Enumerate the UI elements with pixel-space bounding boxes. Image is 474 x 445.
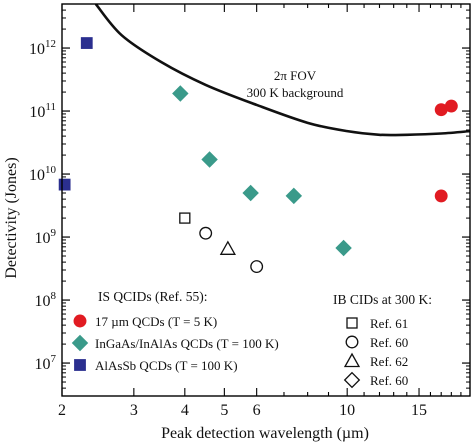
y-tick-label: 1012: [29, 38, 56, 58]
plot-frame: [61, 3, 471, 397]
y-tick-label: 108: [35, 290, 57, 310]
data-point-circle: [199, 226, 213, 240]
legend-marker-diamond: [71, 334, 89, 352]
x-tick-label: 5: [220, 402, 228, 419]
y-tick-label: 107: [35, 353, 57, 373]
legend-marker-square: [346, 317, 358, 329]
y-tick-label: 1010: [29, 164, 57, 184]
x-tick-label: 4: [181, 402, 189, 419]
curve-label-fov: 2π FOV: [274, 68, 317, 83]
data-point-diamond: [172, 85, 189, 102]
background-limit-curve-layer: [94, 4, 470, 137]
x-tick-label: 3: [130, 402, 138, 419]
curve-label-background: 300 K background: [247, 85, 344, 100]
legend-left-title: IS QCIDs (Ref. 55):: [98, 289, 208, 304]
legend-marker-circle: [345, 335, 359, 349]
data-points-layer: [58, 37, 458, 274]
x-tick-label: 6: [253, 402, 261, 419]
data-point-circle: [250, 260, 264, 274]
x-axis-title: Peak detection wavelength (µm): [161, 425, 369, 442]
data-point-diamond: [242, 184, 259, 202]
data-point-triangle: [219, 240, 236, 255]
legend-entry-label: InGaAs/InAlAs QCDs (T = 100 K): [95, 336, 279, 351]
legend-marker-triangle: [343, 352, 361, 368]
data-point-square: [179, 212, 191, 224]
y-tick-labels: 107 108 109 1010 1011 1012: [29, 38, 57, 373]
y-tick-label: 1011: [29, 101, 56, 121]
data-point-circle: [434, 189, 448, 203]
x-tick-label: 2: [58, 402, 66, 419]
background-limit-curve: [94, 4, 470, 137]
data-point-diamond: [201, 151, 218, 168]
legend-marker-diamond: [343, 371, 361, 389]
y-tick-label: 109: [35, 227, 57, 247]
x-tick-label: 15: [411, 402, 427, 419]
legend-is-qcids: IS QCIDs (Ref. 55): 17 µm QCDs (T = 5 K)…: [71, 289, 279, 373]
legend-entry-label: Ref. 61: [370, 316, 408, 331]
legend-ib-cids: IB CIDs at 300 K: Ref. 61 Ref. 60 Ref. 62 R…: [333, 292, 432, 389]
x-tick-labels: 2 3 4 5 6 10 15: [58, 402, 427, 419]
x-tick-label: 10: [339, 402, 355, 419]
legend-right-title: IB CIDs at 300 K:: [333, 292, 432, 307]
legend-entry-label: AlAsSb QCDs (T = 100 K): [95, 358, 238, 373]
data-point-square: [80, 37, 93, 49]
legend-entry-label: Ref. 60: [370, 335, 408, 350]
legend-marker-square: [74, 359, 86, 371]
data-point-circle: [444, 99, 458, 113]
legend-marker-circle: [73, 314, 87, 328]
data-point-square: [58, 178, 71, 191]
data-point-diamond: [285, 187, 303, 205]
legend-entry-label: 17 µm QCDs (T = 5 K): [95, 314, 217, 329]
y-axis-title: Detectivity (Jones): [3, 157, 20, 278]
legend-entry-label: Ref. 62: [370, 354, 408, 369]
legend-entry-label: Ref. 60: [370, 373, 408, 388]
data-point-diamond: [335, 239, 352, 257]
